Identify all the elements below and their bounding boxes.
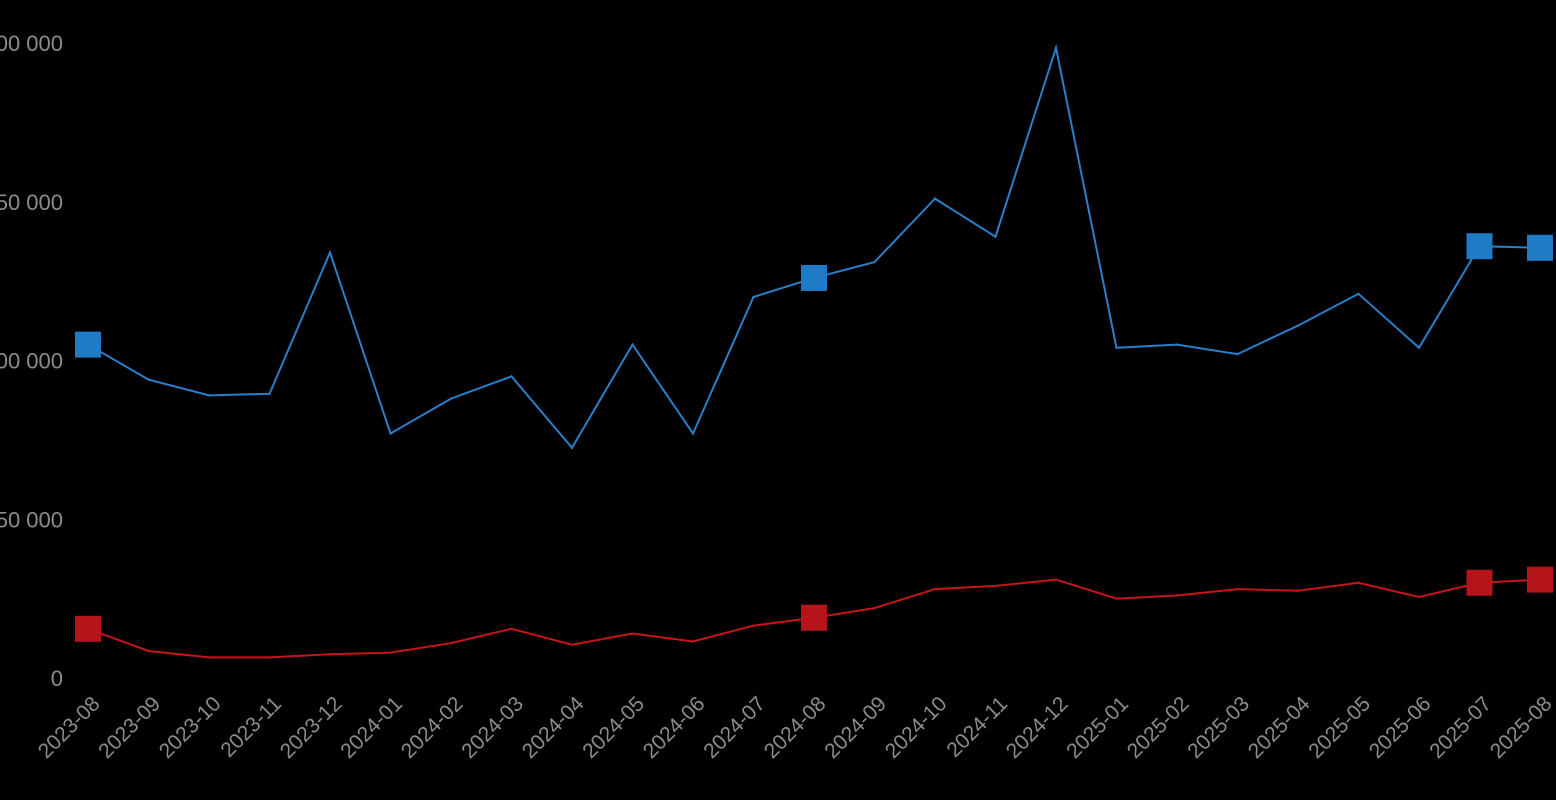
- data-point: [1357, 292, 1360, 296]
- data-point: [631, 632, 634, 635]
- data-point: [631, 343, 634, 346]
- x-tick-label: 2025-05: [1304, 692, 1375, 763]
- data-point: [328, 251, 332, 254]
- data-point: [207, 394, 211, 397]
- data-point: [1115, 346, 1118, 349]
- data-point: [449, 397, 453, 400]
- data-point: [207, 656, 211, 659]
- data-point: [933, 197, 937, 200]
- data-point: [449, 641, 453, 645]
- data-point: [1054, 46, 1058, 49]
- series-marker: [75, 331, 101, 358]
- y-tick-label: 100 000: [0, 349, 63, 374]
- series-layer: [75, 43, 1553, 659]
- x-tick-label: 2024-02: [397, 692, 468, 763]
- data-point: [1175, 594, 1179, 597]
- x-tick-label: 2024-07: [699, 692, 770, 763]
- x-tick-label: 2023-08: [34, 692, 105, 763]
- data-point: [510, 627, 513, 630]
- data-point: [389, 432, 392, 435]
- x-tick-label: 2023-11: [216, 692, 286, 762]
- x-tick-label: 2025-02: [1123, 692, 1194, 763]
- y-tick-label: 0: [51, 666, 63, 691]
- data-point: [994, 235, 997, 238]
- x-tick-label: 2024-01: [336, 692, 407, 763]
- series-line: [87, 43, 1541, 450]
- data-point: [752, 295, 755, 299]
- x-tick-label: 2024-05: [578, 692, 649, 763]
- x-tick-label: 2023-12: [276, 692, 347, 763]
- y-tick-label: 50 000: [0, 507, 63, 532]
- x-tick-label: 2025-07: [1425, 692, 1496, 763]
- x-tick-label: 2025-06: [1365, 692, 1436, 763]
- data-point: [147, 649, 150, 653]
- x-tick-label: 2024-11: [942, 692, 1012, 762]
- data-point: [994, 584, 997, 588]
- data-point: [328, 652, 332, 656]
- data-point: [691, 432, 695, 435]
- data-point: [1417, 346, 1421, 349]
- data-point: [1054, 578, 1058, 581]
- y-tick-label: 200 000: [0, 31, 63, 56]
- data-point: [691, 640, 695, 643]
- data-point: [1357, 581, 1360, 584]
- data-point: [933, 587, 937, 591]
- series-marker: [1527, 566, 1553, 593]
- x-tick-label: 2024-03: [457, 692, 528, 763]
- data-point: [873, 260, 876, 264]
- x-tick-label: 2025-03: [1183, 692, 1254, 763]
- data-point: [1236, 352, 1239, 356]
- x-tick-label: 2024-04: [518, 692, 589, 763]
- y-tick-label: 150 000: [0, 190, 63, 215]
- data-point: [510, 375, 513, 378]
- series-marker: [1466, 569, 1493, 596]
- x-tick-label: 2025-04: [1244, 692, 1315, 763]
- data-point: [389, 651, 392, 654]
- data-point: [1417, 595, 1421, 599]
- data-point: [1115, 597, 1118, 600]
- data-point: [1296, 589, 1300, 592]
- x-tick-label: 2023-10: [155, 692, 226, 763]
- data-point: [1296, 324, 1300, 327]
- series-marker: [75, 615, 101, 642]
- x-tick-label: 2024-08: [760, 692, 831, 763]
- series-2: [75, 566, 1553, 659]
- series-marker: [1527, 234, 1553, 261]
- data-point: [752, 624, 755, 627]
- series-marker: [1466, 233, 1493, 260]
- data-point: [873, 606, 876, 610]
- data-point: [268, 392, 271, 396]
- x-tick-label: 2025-01: [1062, 692, 1133, 763]
- data-point: [1236, 587, 1239, 591]
- y-axis: 0 50 000 100 000 150 000 200 000: [0, 31, 63, 691]
- series-marker: [801, 604, 827, 631]
- series-marker: [801, 264, 827, 291]
- x-tick-label: 2025-08: [1486, 692, 1556, 763]
- x-axis: 2023-082023-092023-102023-112023-122024-…: [34, 692, 1556, 763]
- x-tick-label: 2024-06: [639, 692, 710, 763]
- data-point: [570, 446, 574, 450]
- data-point: [570, 643, 574, 646]
- x-tick-label: 2024-10: [881, 692, 952, 763]
- data-point: [268, 656, 271, 659]
- data-point: [1175, 343, 1179, 346]
- data-point: [147, 378, 150, 381]
- series-1: [75, 43, 1553, 450]
- x-tick-label: 2023-09: [94, 692, 165, 763]
- x-tick-label: 2024-12: [1002, 692, 1073, 763]
- x-tick-label: 2024-09: [820, 692, 891, 763]
